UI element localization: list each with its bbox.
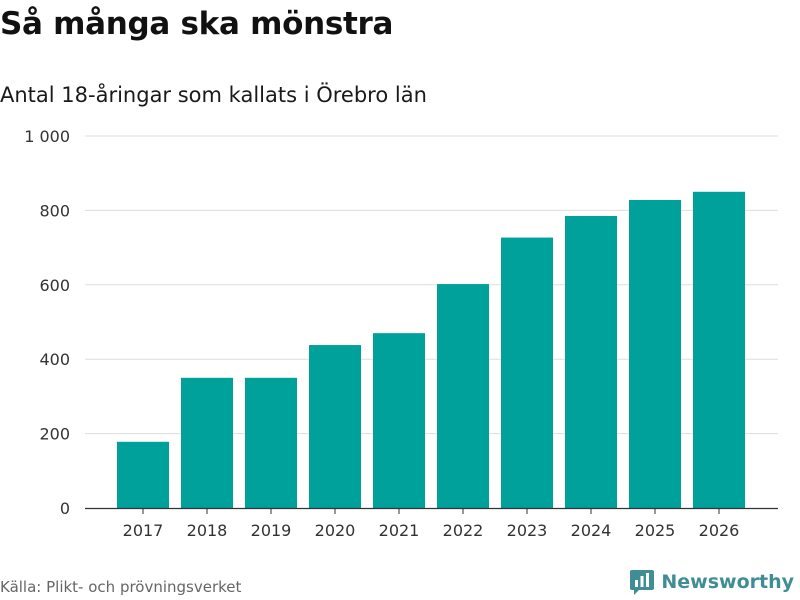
bars <box>117 191 745 509</box>
y-tick-label: 400 <box>39 350 70 369</box>
x-tick-label: 2023 <box>507 521 548 540</box>
chart-title: Så många ska mönstra <box>0 6 394 42</box>
bar-2018 <box>181 377 233 508</box>
source-note: Källa: Plikt- och prövningsverket <box>0 578 242 596</box>
bar-2021 <box>373 333 425 508</box>
x-tick-label: 2022 <box>443 521 484 540</box>
bar-2020 <box>309 345 361 508</box>
y-tick-label: 0 <box>60 499 70 518</box>
x-tick-label: 2018 <box>187 521 228 540</box>
brand-logo[interactable]: Newsworthy <box>629 568 794 596</box>
x-tick-label: 2017 <box>123 521 164 540</box>
bar-2019 <box>245 377 297 508</box>
y-tick-label: 1 000 <box>24 127 70 146</box>
bar-2024 <box>565 215 617 509</box>
x-tick-label: 2020 <box>315 521 356 540</box>
y-tick-label: 200 <box>39 425 70 444</box>
x-tick-label: 2026 <box>699 521 740 540</box>
y-axis-ticks: 0 200 400 600 800 1 000 <box>24 127 70 518</box>
newsworthy-logo-icon <box>630 570 655 595</box>
x-tick-label: 2019 <box>251 521 292 540</box>
bar-2017 <box>117 441 169 508</box>
bar-2023 <box>501 237 553 508</box>
x-tick-label: 2024 <box>571 521 612 540</box>
x-axis-ticks: 2017 2018 2019 2020 2021 2022 2023 2024 2025 2026 <box>123 508 740 540</box>
y-tick-label: 800 <box>39 201 70 220</box>
bar-2026 <box>693 191 745 509</box>
x-tick-label: 2025 <box>635 521 676 540</box>
x-tick-label: 2021 <box>379 521 420 540</box>
y-tick-label: 600 <box>39 276 70 295</box>
bar-2022 <box>437 284 489 508</box>
bar-2025 <box>629 199 681 508</box>
brand-name: Newsworthy <box>661 571 794 593</box>
chart-subtitle: Antal 18-åringar som kallats i Örebro lä… <box>0 83 427 107</box>
